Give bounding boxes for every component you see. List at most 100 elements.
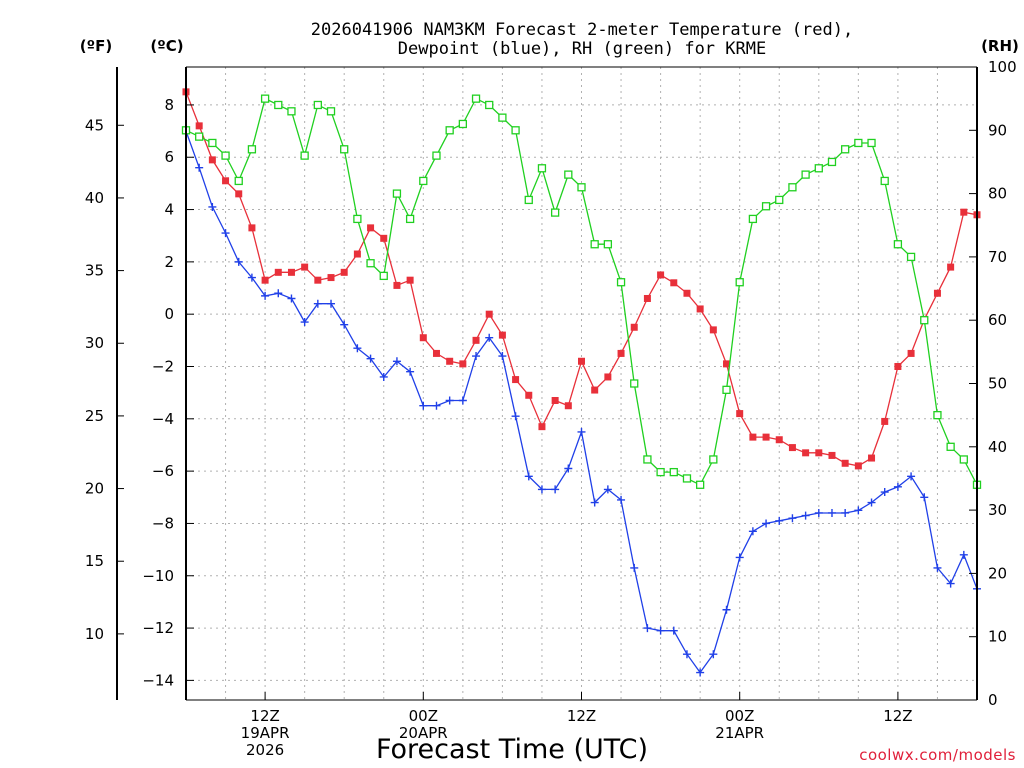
dewpoint-point — [880, 488, 889, 497]
x-tick-label: 12Z — [250, 707, 279, 725]
dewpoint-point — [234, 257, 243, 266]
fahrenheit-tick-label: 35 — [85, 262, 104, 280]
relative-humidity-point — [274, 100, 283, 110]
dewpoint-point — [735, 553, 744, 562]
dewpoint-point — [775, 516, 784, 525]
x-tick-label: 20APR — [399, 724, 448, 742]
2-meter-temperature-point — [709, 326, 717, 334]
dewpoint-point — [392, 357, 401, 366]
x-tick-label: 21APR — [715, 724, 764, 742]
dewpoint-point — [274, 289, 283, 298]
relative-humidity-point — [682, 474, 692, 483]
relative-humidity-point — [208, 138, 217, 148]
dewpoint-point — [419, 401, 428, 410]
2-meter-temperature-point — [775, 436, 783, 444]
fahrenheit-tick-label: 30 — [85, 334, 104, 352]
2-meter-temperature-point — [854, 462, 862, 470]
2-meter-temperature-point — [538, 423, 546, 431]
gridlines — [186, 67, 977, 700]
2-meter-temperature-point — [881, 417, 889, 425]
2-meter-temperature-point — [736, 410, 744, 418]
dewpoint-point — [603, 485, 612, 494]
2-meter-temperature-point — [578, 357, 585, 365]
2-meter-temperature-point — [551, 397, 559, 405]
2-meter-temperature-point — [788, 444, 796, 452]
dewpoint-point — [827, 508, 836, 517]
2-meter-temperature-point — [485, 310, 493, 318]
2-meter-temperature-point — [604, 373, 612, 381]
relative-humidity-point — [656, 467, 665, 477]
dewpoint-point — [630, 563, 639, 572]
celsius-tick-label: −14 — [142, 671, 174, 689]
dewpoint-point — [458, 396, 467, 405]
dewpoint-point — [327, 299, 336, 308]
2-meter-temperature-point — [723, 360, 731, 368]
rh-tick-label: 10 — [988, 628, 1007, 646]
2-meter-temperature-point — [617, 349, 625, 357]
relative-humidity-point — [221, 151, 230, 160]
dewpoint-point — [445, 396, 454, 405]
dewpoint-point — [287, 294, 296, 303]
dewpoint-point — [498, 352, 507, 361]
relative-humidity-point — [366, 259, 375, 268]
dewpoint-point — [669, 626, 678, 635]
x-tick-label: 00Z — [725, 707, 754, 725]
dewpoint-point — [432, 401, 441, 410]
relative-humidity-point — [577, 183, 586, 192]
2-meter-temperature-point — [314, 276, 322, 284]
relative-humidity-point — [405, 214, 415, 224]
dewpoint-point — [551, 485, 560, 494]
dewpoint-point — [920, 493, 929, 502]
2-meter-temperature-point — [591, 386, 599, 394]
rh-tick-label: 60 — [988, 311, 1007, 329]
relative-humidity-point — [920, 316, 929, 325]
2-meter-temperature-point — [432, 349, 440, 357]
rh-tick-label: 50 — [988, 375, 1007, 393]
rh-tick-label: 30 — [988, 501, 1007, 519]
relative-humidity-point — [379, 271, 388, 281]
relative-humidity-point — [893, 240, 903, 249]
dewpoint-point — [656, 626, 665, 635]
celsius-tick-label: 4 — [164, 201, 174, 219]
relative-humidity-point — [471, 94, 481, 103]
fahrenheit-tick-label: 25 — [85, 407, 104, 425]
2-meter-temperature-point — [762, 433, 770, 441]
celsius-tick-label: 0 — [164, 305, 174, 323]
dewpoint-point — [867, 498, 876, 507]
relative-humidity-point — [748, 214, 758, 224]
x-tick-label: 12Z — [567, 707, 596, 725]
x-axis-title: Forecast Time (UTC) — [376, 734, 648, 765]
dewpoint-point — [762, 519, 771, 528]
celsius-tick-label: −10 — [142, 567, 174, 585]
dewpoint-point — [340, 320, 349, 329]
dewpoint-point — [617, 495, 626, 504]
relative-humidity-point — [630, 379, 639, 388]
dewpoint-point — [814, 508, 823, 517]
relative-humidity-point — [814, 164, 823, 173]
2-meter-temperature-point — [195, 122, 203, 130]
relative-humidity-point — [247, 145, 257, 154]
dewpoint-point — [643, 624, 652, 633]
celsius-tick-label: 6 — [164, 148, 174, 166]
relative-humidity-point — [590, 240, 599, 249]
2-meter-temperature-point — [683, 289, 691, 297]
x-tick-label: 2026 — [246, 741, 284, 759]
dewpoint-point — [696, 668, 705, 677]
celsius-tick-label: 8 — [164, 96, 174, 114]
2-meter-temperature-point — [419, 334, 427, 342]
rh-tick-label: 80 — [988, 185, 1007, 203]
2-meter-temperature-point — [406, 276, 414, 284]
relative-humidity-point — [946, 442, 955, 451]
celsius-tick-label: −2 — [152, 357, 174, 375]
dewpoint-point — [485, 333, 494, 342]
celsius-tick-label: −12 — [142, 619, 174, 637]
2-meter-temperature-point — [960, 208, 968, 216]
dewpoint-point — [854, 506, 863, 515]
dewpoint-point — [208, 202, 217, 211]
dewpoint-point — [893, 482, 902, 491]
2-meter-temperature-point — [802, 449, 810, 457]
dewpoint-point — [472, 352, 481, 361]
2-meter-temperature-point — [564, 402, 572, 410]
2-meter-temperature-point — [657, 271, 665, 279]
